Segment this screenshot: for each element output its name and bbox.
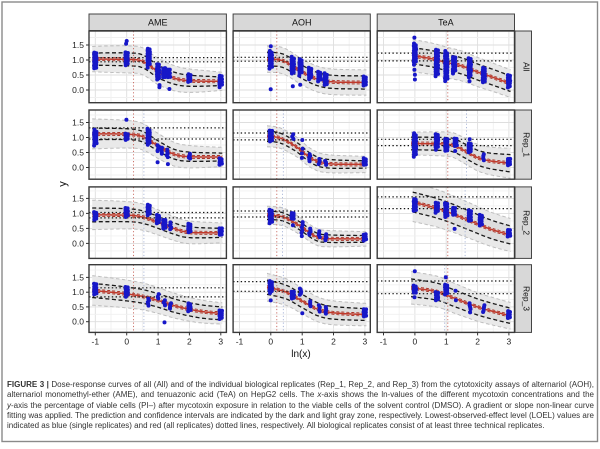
svg-text:0.0: 0.0 bbox=[72, 85, 84, 95]
svg-text:2: 2 bbox=[475, 336, 480, 346]
svg-text:1.5: 1.5 bbox=[72, 118, 84, 128]
svg-text:-1: -1 bbox=[92, 336, 100, 346]
svg-text:0.5: 0.5 bbox=[72, 148, 84, 158]
svg-text:1.0: 1.0 bbox=[72, 55, 84, 65]
svg-text:0: 0 bbox=[268, 336, 273, 346]
svg-text:0.5: 0.5 bbox=[72, 70, 84, 80]
svg-text:ln(x): ln(x) bbox=[291, 349, 310, 360]
svg-text:Rep_2: Rep_2 bbox=[522, 210, 532, 235]
svg-text:-1: -1 bbox=[380, 336, 388, 346]
svg-text:1: 1 bbox=[156, 336, 161, 346]
svg-text:2: 2 bbox=[331, 336, 336, 346]
svg-text:1.0: 1.0 bbox=[72, 133, 84, 143]
svg-text:0: 0 bbox=[413, 336, 418, 346]
svg-text:Rep_3: Rep_3 bbox=[522, 286, 532, 311]
svg-text:3: 3 bbox=[218, 336, 223, 346]
svg-text:TeA: TeA bbox=[438, 18, 454, 28]
svg-text:AOH: AOH bbox=[292, 18, 312, 28]
svg-text:1: 1 bbox=[444, 336, 449, 346]
svg-text:1.5: 1.5 bbox=[72, 193, 84, 203]
svg-text:-1: -1 bbox=[236, 336, 244, 346]
svg-text:y: y bbox=[57, 181, 69, 187]
svg-text:0.5: 0.5 bbox=[72, 223, 84, 233]
svg-text:0.0: 0.0 bbox=[72, 317, 84, 327]
svg-text:1.0: 1.0 bbox=[72, 208, 84, 218]
svg-text:3: 3 bbox=[507, 336, 512, 346]
svg-text:1: 1 bbox=[300, 336, 305, 346]
svg-text:2: 2 bbox=[187, 336, 192, 346]
svg-text:All: All bbox=[522, 62, 532, 72]
svg-text:1.5: 1.5 bbox=[72, 272, 84, 282]
svg-text:1.0: 1.0 bbox=[72, 287, 84, 297]
svg-text:3: 3 bbox=[363, 336, 368, 346]
svg-text:1.5: 1.5 bbox=[72, 40, 84, 50]
svg-text:AME: AME bbox=[148, 18, 168, 28]
svg-text:0.0: 0.0 bbox=[72, 238, 84, 248]
svg-text:0.0: 0.0 bbox=[72, 163, 84, 173]
svg-text:0: 0 bbox=[124, 336, 129, 346]
svg-text:0.5: 0.5 bbox=[72, 302, 84, 312]
svg-text:Rep_1: Rep_1 bbox=[522, 132, 532, 157]
